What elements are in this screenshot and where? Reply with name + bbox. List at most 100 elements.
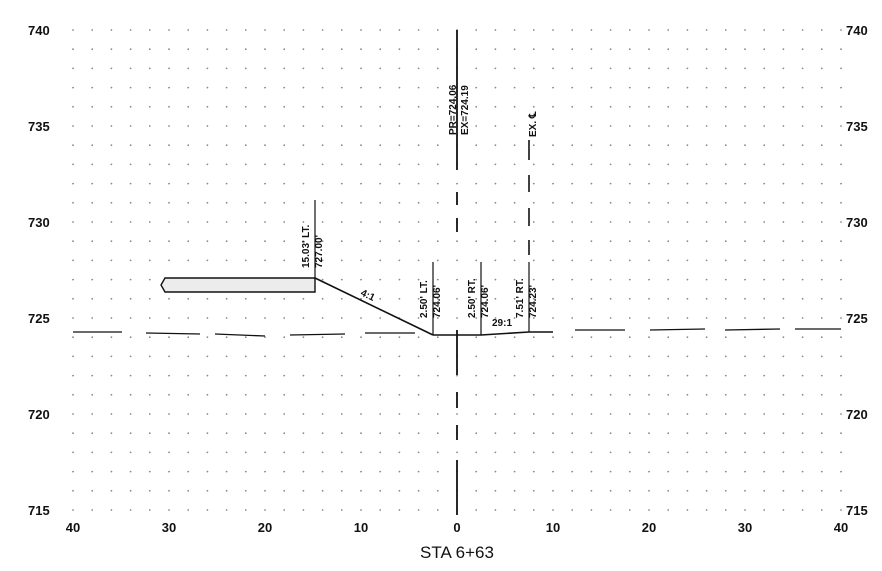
grid-dot — [321, 470, 324, 473]
grid-dot — [532, 48, 535, 51]
grid-dot — [129, 182, 132, 185]
grid-dot — [609, 317, 612, 319]
grid-dot — [129, 67, 132, 70]
grid-dot — [532, 144, 535, 147]
grid-dot — [225, 336, 228, 339]
grid-dot — [648, 393, 650, 396]
grid-dot — [571, 393, 574, 396]
grid-dot — [398, 374, 401, 377]
grid-dot — [590, 509, 593, 511]
grid-dot — [91, 374, 94, 377]
grid-dot — [705, 509, 708, 511]
grid-dot — [590, 163, 593, 166]
grid-dot — [552, 67, 554, 70]
grid-dot — [302, 240, 305, 243]
grid-dot — [456, 259, 458, 262]
grid-dot — [244, 240, 247, 243]
grid-dot — [686, 182, 689, 185]
grid-dot — [686, 144, 689, 147]
grid-dot — [283, 355, 286, 358]
grid-dot — [340, 432, 343, 435]
grid-dot — [705, 393, 708, 396]
grid-dot — [168, 163, 170, 166]
grid-dot — [360, 240, 362, 243]
grid-dot — [552, 125, 554, 127]
grid-dot — [264, 297, 266, 300]
grid-dot — [456, 317, 458, 319]
grid-dot — [686, 221, 689, 223]
grid-dot — [744, 105, 746, 108]
grid-dot — [302, 67, 305, 70]
grid-dot — [264, 86, 266, 89]
grid-dot — [744, 125, 746, 127]
grid-dot — [494, 278, 497, 281]
grid-dot — [417, 259, 420, 262]
grid-dot — [494, 451, 497, 454]
grid-dot — [494, 470, 497, 473]
grid-dot — [801, 259, 804, 262]
grid-dot — [801, 355, 804, 358]
grid-dot — [724, 336, 727, 339]
grid-dot — [398, 336, 401, 339]
offset-label-20-left: 20 — [258, 520, 272, 535]
grid-dot — [667, 489, 670, 492]
grid-dot — [168, 48, 170, 51]
grid-dot — [532, 432, 535, 435]
grid-dot — [436, 413, 439, 415]
grid-dot — [225, 144, 228, 147]
grid-dot — [129, 393, 132, 396]
grid-dot — [782, 182, 785, 185]
grid-dot — [609, 432, 612, 435]
grid-dot — [609, 144, 612, 147]
grid-dot — [129, 317, 132, 319]
grid-dot — [494, 509, 497, 511]
grid-dot — [321, 297, 324, 300]
grid-dot — [129, 125, 132, 127]
grid-dot — [110, 278, 113, 281]
grid-dot — [782, 374, 785, 377]
grid-dot — [782, 86, 785, 89]
grid-dot — [628, 163, 631, 166]
grid-dot — [244, 201, 247, 204]
elev-label-735-right: 735 — [846, 119, 868, 134]
grid-dot — [340, 125, 343, 127]
grid-dot — [91, 393, 94, 396]
grid-dot — [168, 67, 170, 70]
grid-dot — [590, 201, 593, 204]
grid-dot — [763, 201, 766, 204]
grid-dot — [494, 336, 497, 339]
grid-dot — [456, 240, 458, 243]
grid-dot — [129, 374, 132, 377]
retaining-shelf — [160, 277, 316, 293]
grid-dot — [628, 67, 631, 70]
grid-dot — [590, 432, 593, 435]
grid-dot — [264, 67, 266, 70]
grid-dot — [398, 432, 401, 435]
grid-dot — [724, 163, 727, 166]
grid-dot — [148, 509, 151, 511]
grid-dot — [168, 125, 170, 127]
grid-dot — [379, 355, 382, 358]
grid-dot — [571, 221, 574, 223]
grid-dot — [744, 144, 746, 147]
grid-dot — [244, 221, 247, 223]
elevation-axis-right: 740 735 730 725 720 715 — [846, 23, 868, 518]
grid-dot — [417, 144, 420, 147]
grid-dot — [763, 86, 766, 89]
grid-dot — [206, 29, 209, 31]
grid-dot — [168, 317, 170, 319]
grid-dot — [110, 317, 113, 319]
grid-dot — [590, 374, 593, 377]
grid-dot — [552, 317, 554, 319]
grid-dot — [628, 259, 631, 262]
grid-dot — [72, 221, 74, 223]
grid-dot — [244, 48, 247, 51]
grid-dot — [820, 221, 823, 223]
grid-dot — [763, 509, 766, 511]
grid-dot — [187, 451, 190, 454]
grid-dot — [168, 259, 170, 262]
grid-dot — [340, 374, 343, 377]
grid-dot — [72, 393, 74, 396]
point-offset-label: 2.50' RT. — [467, 278, 478, 318]
grid-dot — [590, 317, 593, 319]
